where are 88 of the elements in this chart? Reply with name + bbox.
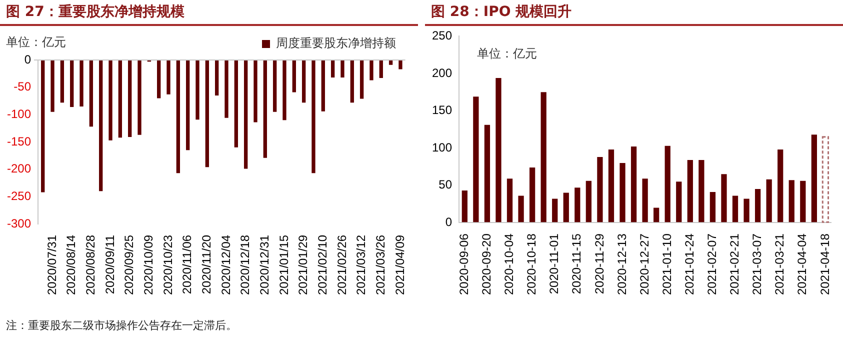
bar: [721, 174, 727, 222]
y-tick-label: 100: [432, 140, 452, 154]
y-tick-label: 150: [432, 103, 452, 118]
bar: [744, 198, 750, 222]
x-tick-label: 2020-10-04: [502, 233, 516, 296]
bar: [822, 136, 830, 223]
bar: [586, 180, 592, 222]
x-tick-label: 2020-11-01: [547, 233, 562, 294]
x-tick-label: 2020/11/06: [180, 234, 194, 294]
x-tick-label: 2020/10/23: [160, 234, 175, 296]
bar: [518, 196, 524, 222]
bar: [698, 160, 704, 222]
y-tick-label: -100: [6, 106, 32, 121]
x-tick-label: 2020/12/31: [257, 234, 272, 296]
x-tick-label: 2021/01/15: [276, 234, 291, 296]
x-tick-label: 2021-01-10: [660, 233, 674, 296]
x-tick-label: 2021-01-24: [682, 233, 696, 296]
bar: [687, 160, 693, 222]
bar: [654, 208, 660, 222]
bar: [597, 157, 603, 222]
bar: [529, 167, 536, 222]
x-tick-label: 2021-04-04: [795, 233, 810, 296]
y-tick-label: 0: [445, 214, 452, 229]
y-axis-title: 单位：亿元: [6, 35, 66, 50]
y-tick-label: 0: [24, 52, 32, 66]
x-tick-label: 2020-09-06: [456, 233, 471, 296]
bar: [563, 192, 569, 222]
bar: [710, 192, 716, 222]
x-tick-label: 2020-12-13: [614, 233, 629, 296]
x-tick-label: 2021-03-21: [772, 233, 787, 296]
bar: [766, 179, 772, 222]
x-tick-label: 2020/07/31: [44, 234, 59, 296]
x-tick-label: 2021/01/29: [296, 234, 310, 296]
y-tick-label: -250: [6, 188, 32, 203]
text: 注：重要股东二级市场操作公告存在一定滞后。: [6, 318, 237, 333]
x-tick-label: 2021/02/10: [315, 234, 330, 296]
x-tick-label: 2020-09-20: [480, 233, 494, 296]
legend-label: 周度重要股东净增持额: [276, 36, 396, 50]
x-tick-label: 2020/09/25: [122, 234, 136, 296]
y-tick-label: 200: [432, 66, 452, 80]
x-tick-label: 2020/10/09: [141, 234, 156, 296]
y-tick-label: -50: [14, 80, 32, 94]
x-tick-label: 2020-10-18: [524, 233, 539, 296]
y-tick-label: -150: [6, 134, 32, 148]
bar: [552, 198, 558, 222]
x-tick-label: 2020/11/20: [199, 234, 214, 294]
x-tick-label: 2020-11-15: [570, 233, 584, 294]
bar: [664, 146, 670, 222]
y-axis-title: 单位：亿元: [477, 46, 538, 60]
x-tick-label: 2021-02-21: [728, 233, 742, 296]
bar: [484, 124, 490, 222]
bar: [676, 182, 682, 222]
x-tick-label: 2020/12/18: [238, 234, 252, 296]
x-tick-label: 2021-04-18: [818, 233, 832, 296]
x-tick-label: 2021/03/12: [354, 234, 368, 296]
x-tick-label: 2020-11-29: [592, 233, 606, 294]
x-tick-label: 2021/04/09: [392, 234, 407, 296]
chart-title: 图 27：重要股东净增持规模: [0, 0, 418, 26]
bar: [811, 134, 817, 222]
chart-title: 图 28：IPO 规模回升: [425, 0, 843, 26]
x-tick-label: 2021/02/26: [334, 234, 349, 296]
x-tick-label: 2021-03-07: [750, 233, 764, 296]
bar: [642, 178, 648, 222]
bar: [620, 162, 626, 222]
y-tick-label: -200: [6, 162, 32, 176]
bar: [778, 150, 784, 222]
x-tick-label: 2020/08/14: [64, 234, 78, 296]
x-tick-label: 2020/12/04: [218, 234, 233, 296]
bar: [788, 180, 794, 222]
x-tick-label: 2021/03/26: [373, 234, 388, 296]
bar: [732, 196, 738, 222]
bar: [473, 96, 479, 222]
bar: [608, 150, 614, 222]
bar: [574, 188, 580, 222]
y-tick-label: 50: [438, 178, 452, 192]
bar: [754, 189, 761, 222]
x-tick-label: 2021-02-07: [705, 233, 720, 296]
bar: [800, 180, 806, 222]
x-tick-label: 2020/09/11: [102, 234, 117, 294]
x-tick-label: 2020-12-27: [637, 233, 652, 296]
x-tick-label: 2020/08/28: [83, 234, 98, 296]
y-tick-label: 250: [432, 28, 452, 43]
bar: [496, 78, 502, 222]
bar: [540, 92, 546, 222]
bar: [506, 178, 513, 222]
bar: [462, 190, 468, 222]
bar: [630, 146, 637, 222]
y-tick-label: -300: [6, 216, 32, 230]
